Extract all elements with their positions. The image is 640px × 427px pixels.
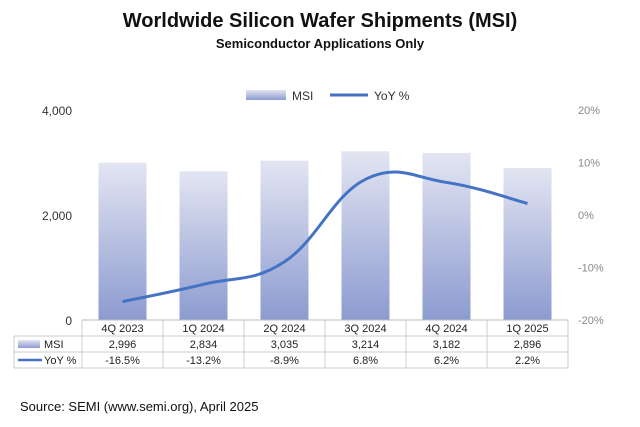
table-cell-yoy: -13.2% <box>186 355 221 367</box>
y2-tick-label: -20% <box>578 315 604 327</box>
y-tick-label: 0 <box>65 314 72 328</box>
y-tick-label: 4,000 <box>42 104 72 118</box>
yoy-line <box>122 170 528 304</box>
table-cell-msi: 2,834 <box>190 339 218 351</box>
bar-4q-2024 <box>422 152 471 320</box>
x-tick-label: 1Q 2024 <box>182 323 224 335</box>
bar-4q-2023 <box>98 162 147 320</box>
table-cell-yoy: 2.2% <box>515 355 540 367</box>
x-tick-label: 3Q 2024 <box>344 323 386 335</box>
y2-tick-label: 20% <box>578 105 600 117</box>
x-tick-label: 4Q 2023 <box>101 323 143 335</box>
table-cell-msi: 3,182 <box>433 339 461 351</box>
y2-tick-label: -10% <box>578 263 604 275</box>
table-row-label-msi: MSI <box>44 339 64 351</box>
legend-swatch-msi <box>246 90 286 100</box>
y2-tick-label: 10% <box>578 158 600 170</box>
table-cell-msi: 3,035 <box>271 339 299 351</box>
table-cell-msi: 3,214 <box>352 339 380 351</box>
y2-tick-label: 0% <box>578 210 594 222</box>
table-cell-msi: 2,896 <box>514 339 542 351</box>
table-cell-msi: 2,996 <box>109 339 137 351</box>
x-tick-label: 1Q 2025 <box>506 323 548 335</box>
legend-label-msi: MSI <box>292 89 313 103</box>
table-row-label-yoy: YoY % <box>44 355 77 367</box>
bar-1q-2024 <box>179 171 228 320</box>
chart-title: Worldwide Silicon Wafer Shipments (MSI) <box>122 10 518 32</box>
y-tick-label: 2,000 <box>42 209 72 223</box>
bar-3q-2024 <box>341 151 390 320</box>
table-cell-yoy: 6.2% <box>434 355 459 367</box>
source-note: Source: SEMI (www.semi.org), April 2025 <box>20 399 259 414</box>
table-swatch-msi <box>18 340 40 348</box>
table-cell-yoy: -16.5% <box>105 355 140 367</box>
x-tick-label: 4Q 2024 <box>425 323 467 335</box>
bar-2q-2024 <box>260 160 309 320</box>
table-cell-yoy: 6.8% <box>353 355 378 367</box>
x-tick-label: 2Q 2024 <box>263 323 305 335</box>
legend-label-yoy: YoY % <box>374 89 410 103</box>
bar-1q-2025 <box>503 167 552 320</box>
chart-subtitle: Semiconductor Applications Only <box>215 36 425 51</box>
table-cell-yoy: -8.9% <box>270 355 299 367</box>
